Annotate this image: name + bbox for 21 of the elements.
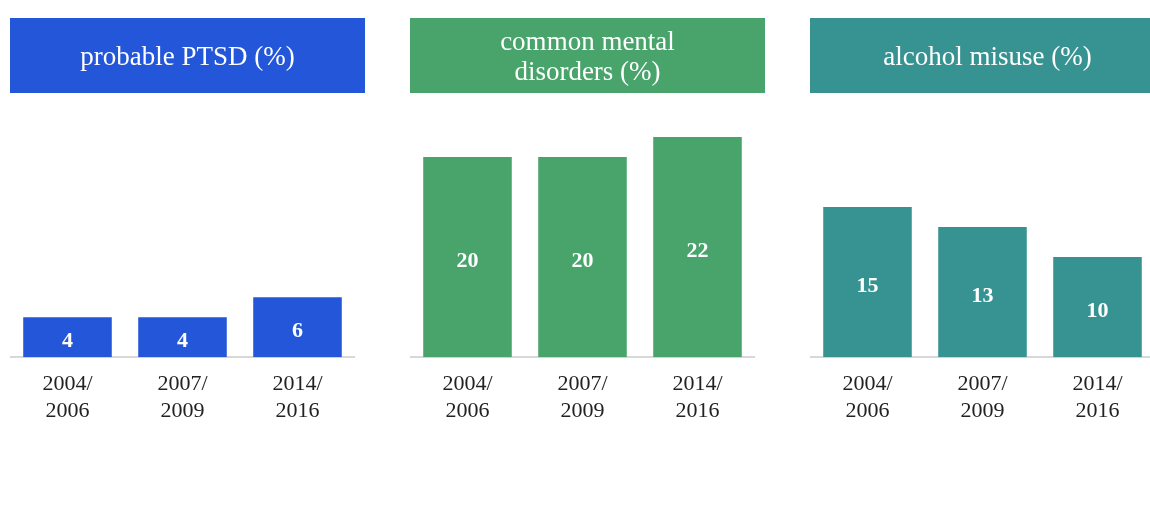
x-tick-label: 2014/2016 — [272, 370, 324, 422]
data-label: 4 — [177, 326, 188, 352]
x-tick-label: 2007/2009 — [157, 370, 209, 422]
x-tick-label: 2007/2009 — [557, 370, 609, 422]
data-label: 20 — [456, 246, 479, 272]
x-tick-label: 2014/2016 — [672, 370, 724, 422]
data-label: 4 — [62, 326, 73, 352]
x-tick-label: 2004/2006 — [842, 370, 894, 422]
chart-title: common mental disorders (%) — [410, 18, 765, 93]
chart-title: alcohol misuse (%) — [810, 18, 1150, 93]
data-label: 13 — [971, 281, 994, 307]
chart-title: probable PTSD (%) — [10, 18, 365, 93]
x-tick-label: 2014/2016 — [1072, 370, 1124, 422]
data-label: 10 — [1086, 296, 1109, 322]
x-tick-label: 2007/2009 — [957, 370, 1009, 422]
x-tick-label: 2004/2006 — [42, 370, 94, 422]
data-label: 6 — [292, 316, 303, 342]
x-tick-label: 2004/2006 — [442, 370, 494, 422]
data-label: 15 — [856, 271, 879, 297]
data-label: 22 — [686, 236, 709, 262]
data-label: 20 — [571, 246, 594, 272]
